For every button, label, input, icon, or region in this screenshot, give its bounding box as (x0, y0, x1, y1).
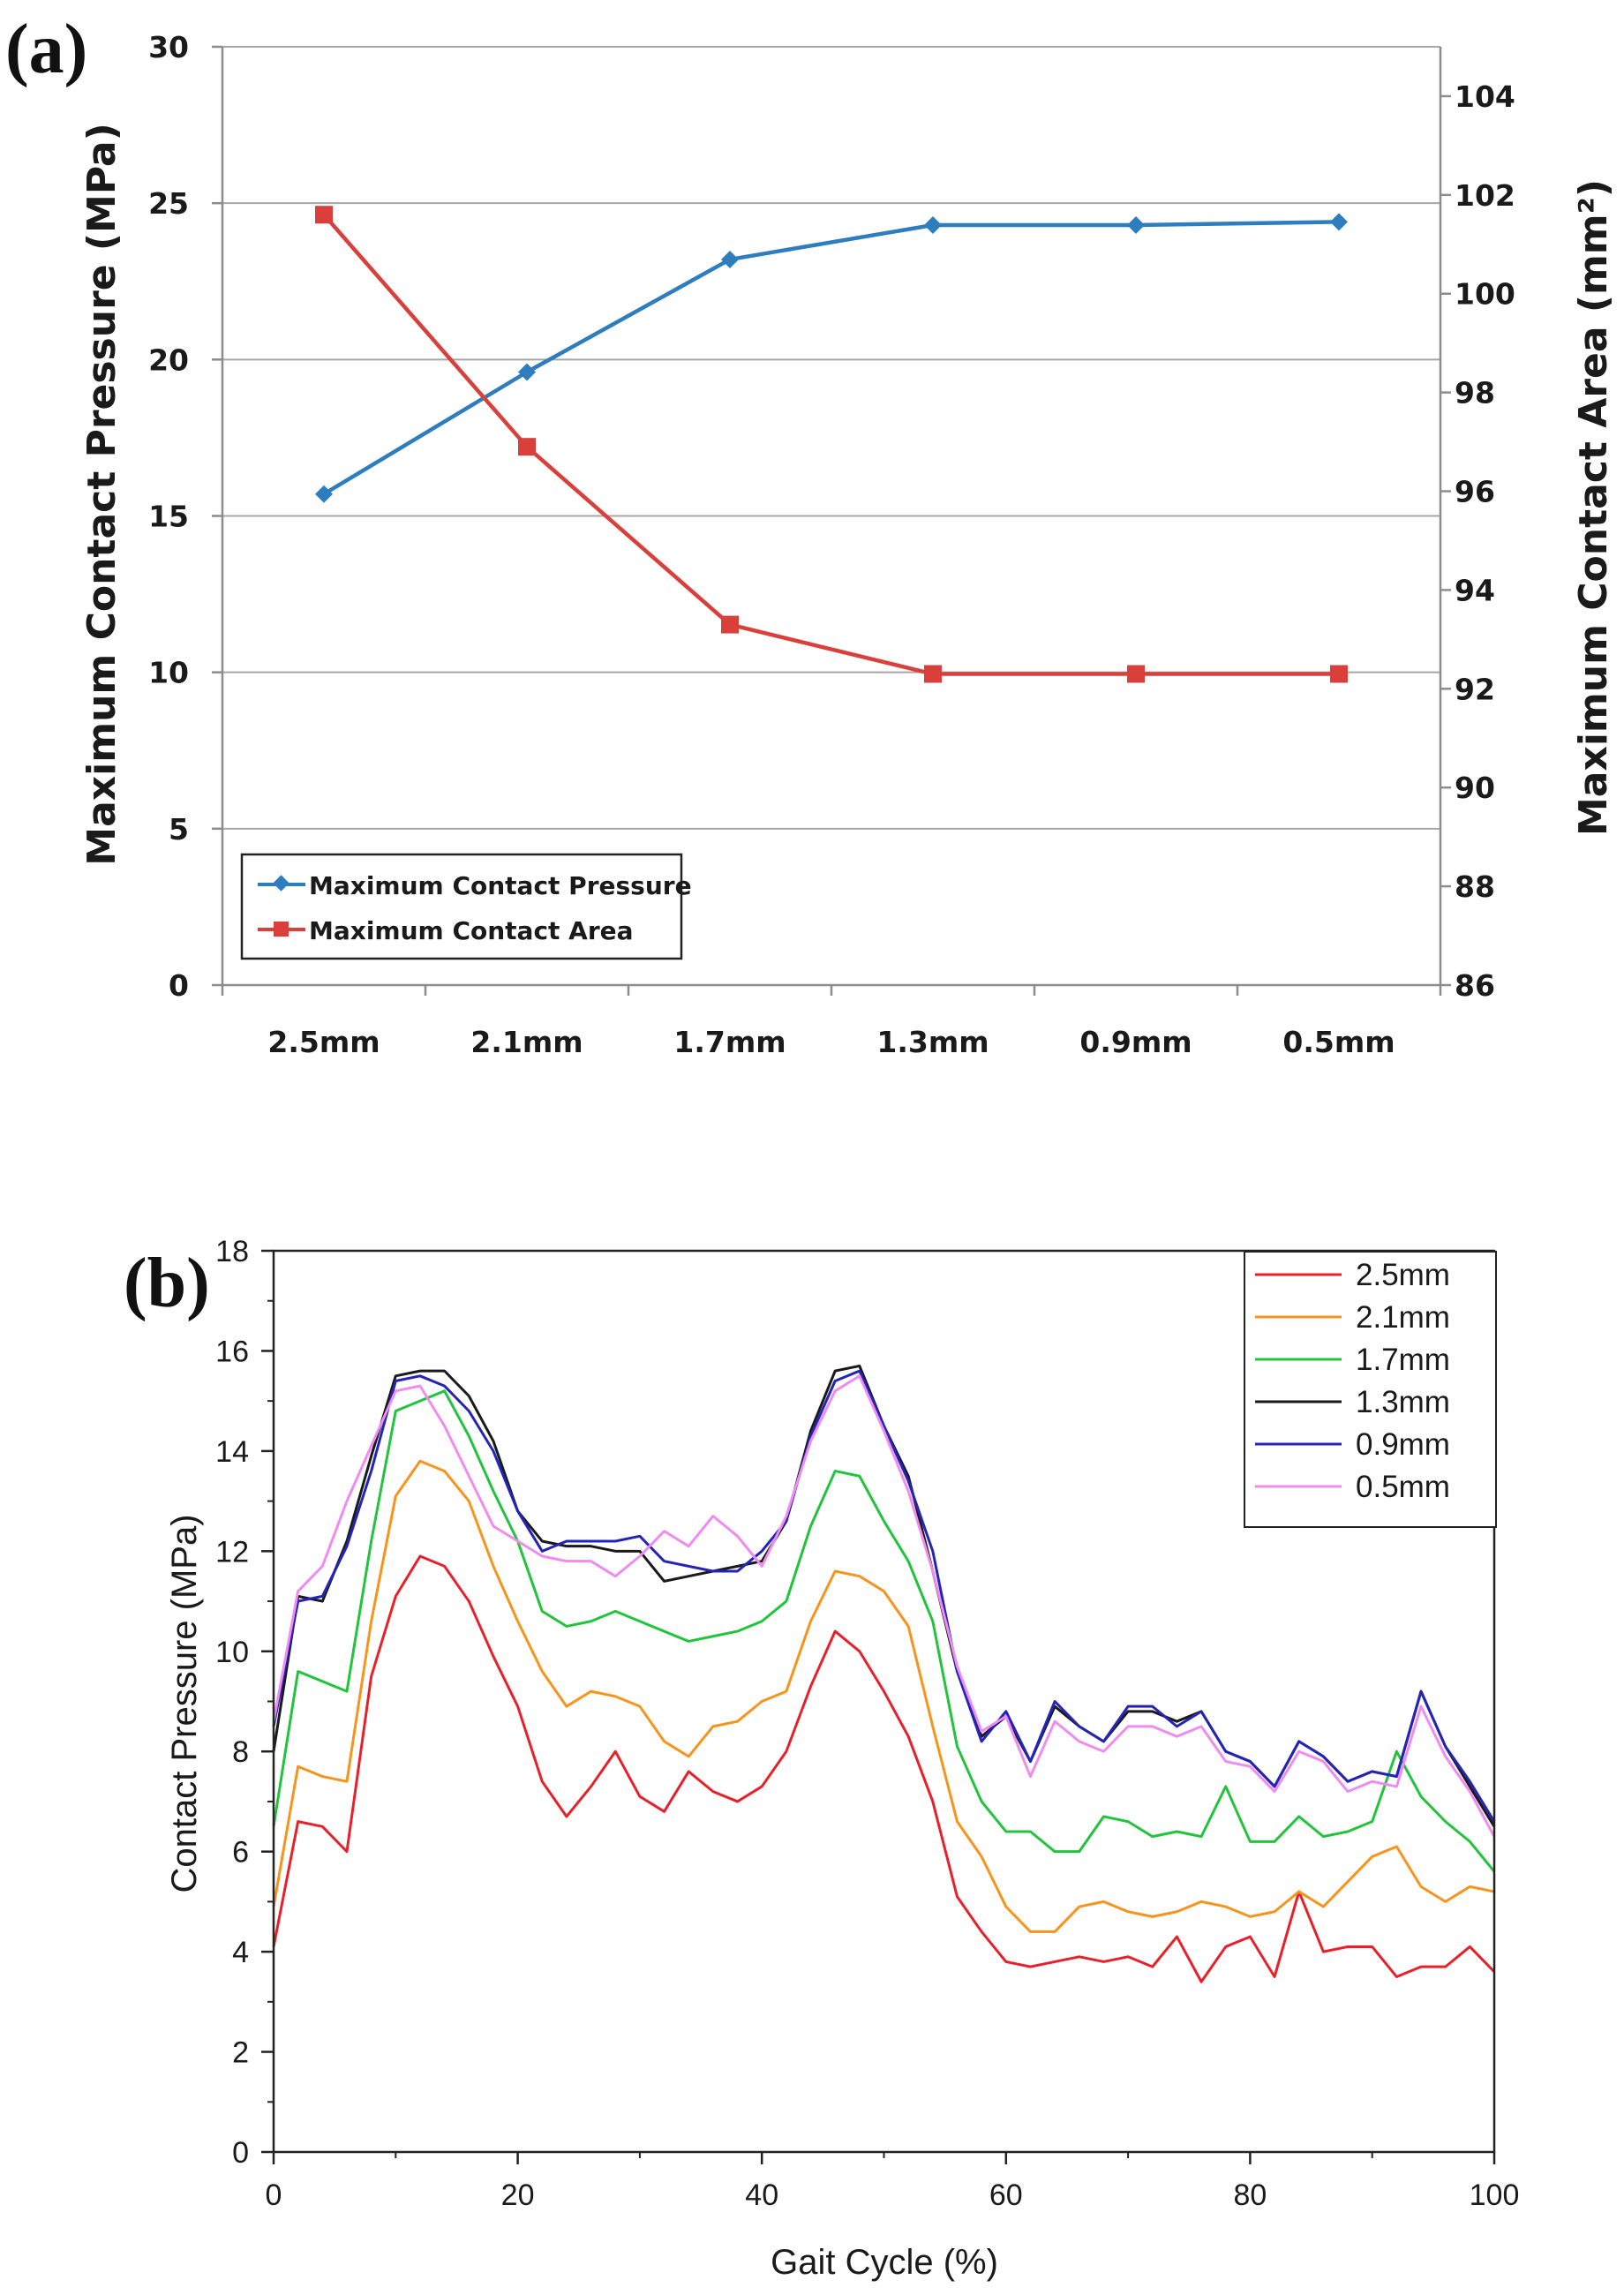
y-tick-label-12: 12 (215, 1535, 249, 1569)
series-line-0-9mm (272, 1369, 1496, 1823)
panel-a-gridlines (222, 46, 1440, 830)
legend-label-2-5mm: 2.5mm (1356, 1258, 1450, 1292)
point-area-2-5mm (315, 206, 333, 224)
right-tick-label-90: 90 (1455, 771, 1495, 805)
legend-label-0-5mm: 0.5mm (1356, 1470, 1450, 1504)
legend-marker-area (274, 922, 289, 937)
series-line-1-7mm (272, 1389, 1496, 1873)
panel-a-left-axis-title: Maximum Contact Pressure (MPa) (79, 123, 124, 865)
point-pressure-2-5mm (315, 485, 333, 503)
panel-b-x-axis-ticks: 0 20 40 60 80 100 (266, 2152, 1520, 2212)
y-tick-label-14: 14 (215, 1435, 249, 1469)
series-line-0-5mm (272, 1374, 1496, 1838)
panel-a-category-ticks: 2.5mm 2.1mm 1.7mm 1.3mm 0.9mm 0.5mm (221, 985, 1442, 1059)
series-line-2-1mm (272, 1459, 1495, 1933)
series-line-area (322, 213, 1339, 676)
right-tick-label-92: 92 (1455, 672, 1495, 706)
right-tick-label-94: 94 (1455, 573, 1495, 607)
y-tick-label-8: 8 (232, 1735, 249, 1769)
legend-label-pressure: Maximum Contact Pressure (309, 871, 692, 900)
category-label-2-5mm: 2.5mm (267, 1025, 380, 1059)
category-label-2-1mm: 2.1mm (470, 1025, 583, 1059)
y-tick-label-2: 2 (232, 2036, 249, 2070)
panel-a-left-axis-ticks: 0 5 10 15 20 25 30 (148, 30, 222, 1003)
left-tick-label-0: 0 (169, 968, 189, 1003)
point-pressure-1-7mm (721, 250, 739, 268)
legend-label-1-3mm: 1.3mm (1356, 1385, 1450, 1419)
right-tick-label-96: 96 (1455, 475, 1495, 509)
x-tick-label-40: 40 (745, 2178, 778, 2212)
legend-label-2-1mm: 2.1mm (1356, 1300, 1450, 1335)
left-tick-label-25: 25 (148, 186, 189, 221)
point-pressure-1-3mm (924, 215, 942, 234)
right-tick-label-86: 86 (1455, 968, 1495, 1003)
panel-b-x-axis-title: Gait Cycle (%) (771, 2243, 998, 2282)
right-tick-label-88: 88 (1455, 869, 1495, 904)
right-tick-label-102: 102 (1455, 178, 1515, 213)
point-pressure-0-9mm (1127, 215, 1145, 234)
point-pressure-0-5mm (1330, 213, 1348, 231)
left-tick-label-15: 15 (148, 500, 189, 534)
y-tick-label-4: 4 (232, 1936, 249, 1969)
point-area-0-5mm (1330, 665, 1348, 683)
category-label-1-7mm: 1.7mm (673, 1025, 786, 1059)
x-tick-label-0: 0 (266, 2178, 282, 2212)
point-pressure-2-1mm (518, 363, 536, 381)
panel-b-series (272, 1364, 1496, 1983)
panel-a-series (315, 206, 1348, 683)
x-tick-label-20: 20 (501, 2178, 535, 2212)
panel-a-right-axis-title: Maximum Contact Area (mm²) (1571, 179, 1616, 836)
left-tick-label-10: 10 (148, 656, 189, 690)
panel-b-chart: (b) 0 2 4 6 8 10 12 14 16 18 0 20 40 60 80 100 Contact… (124, 1235, 1519, 2282)
panel-a-legend: Maximum Contact Pressure Maximum Contact… (240, 853, 692, 960)
point-area-0-9mm (1127, 665, 1145, 683)
left-tick-label-5: 5 (169, 812, 189, 847)
panel-b-label: (b) (124, 1245, 210, 1322)
legend-label-area: Maximum Contact Area (309, 916, 634, 945)
category-label-1-3mm: 1.3mm (876, 1025, 989, 1059)
y-tick-label-10: 10 (215, 1636, 249, 1669)
series-line-2-5mm (272, 1554, 1496, 1983)
panel-a-right-axis-ticks: 86 88 90 92 94 96 98 100 102 104 (1440, 79, 1515, 1003)
panel-b-legend: 2.5mm 2.1mm 1.7mm 1.3mm 0.9mm 0.5mm (1244, 1251, 1497, 1528)
left-tick-label-30: 30 (148, 30, 189, 64)
x-tick-label-100: 100 (1470, 2178, 1520, 2212)
y-tick-label-6: 6 (232, 1836, 249, 1870)
panel-a-label: (a) (5, 11, 87, 88)
panel-b-y-axis-title: Contact Pressure (MPa) (165, 1514, 204, 1892)
legend-label-0-9mm: 0.9mm (1356, 1427, 1450, 1462)
category-label-0-5mm: 0.5mm (1282, 1025, 1395, 1059)
legend-label-1-7mm: 1.7mm (1356, 1343, 1450, 1377)
x-tick-label-80: 80 (1233, 2178, 1267, 2212)
y-tick-label-16: 16 (215, 1335, 249, 1368)
panel-a-chart: (a) 0 5 10 15 20 25 30 86 88 90 92 94 96 98 100 102 104… (5, 11, 1616, 1059)
point-area-2-1mm (518, 438, 536, 456)
right-tick-label-98: 98 (1455, 376, 1495, 410)
y-tick-label-0: 0 (232, 2136, 249, 2170)
legend-marker-pressure (273, 875, 289, 892)
x-tick-label-60: 60 (989, 2178, 1023, 2212)
point-area-1-3mm (924, 665, 942, 683)
right-tick-label-104: 104 (1455, 79, 1515, 114)
panel-a-axes (221, 47, 1442, 987)
right-tick-label-100: 100 (1455, 277, 1515, 312)
panel-b-y-axis-ticks: 0 2 4 6 8 10 12 14 16 18 (215, 1235, 274, 2170)
y-tick-label-18: 18 (215, 1235, 249, 1268)
category-label-0-9mm: 0.9mm (1079, 1025, 1192, 1059)
point-area-1-7mm (721, 615, 739, 634)
series-line-pressure (322, 220, 1340, 496)
left-tick-label-20: 20 (148, 342, 189, 377)
